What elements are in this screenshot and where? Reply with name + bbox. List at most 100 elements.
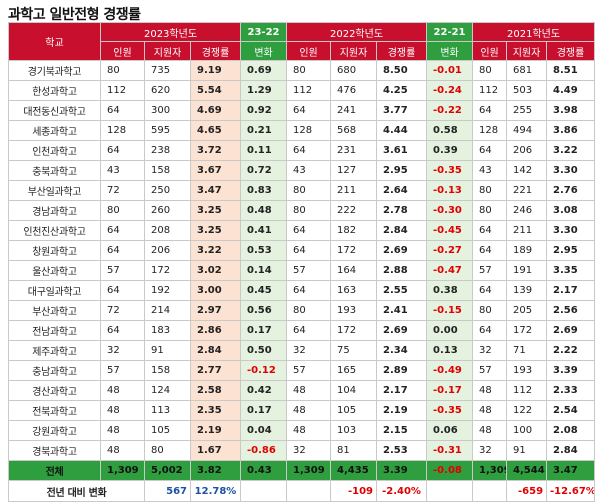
yoy-applicants-2023-cell: 567 — [144, 480, 191, 502]
applicants-2021-cell: 221 — [506, 180, 548, 201]
applicants-2021-cell: 193 — [506, 360, 548, 381]
empty-cell — [240, 480, 288, 502]
rate-2023-cell: 3.22 — [189, 240, 242, 261]
change-23-22-cell: 0.11 — [240, 140, 288, 161]
table-row: 대전동신과학고 64 300 4.69 0.92 64 241 3.77 -0.22 64 255 3… — [8, 100, 596, 121]
rate-2021-cell: 2.22 — [546, 340, 596, 361]
header-rate-2023: 경쟁률 — [189, 41, 242, 61]
rate-2021-cell: 3.30 — [546, 220, 596, 241]
quota-2022-cell: 80 — [286, 180, 332, 201]
change-22-21-cell: -0.15 — [426, 300, 474, 321]
applicants-2023-cell: 214 — [144, 300, 191, 321]
school-name-cell: 경기북과학고 — [8, 60, 101, 81]
applicants-2021-cell: 71 — [506, 340, 548, 361]
quota-2023-cell: 64 — [100, 220, 145, 241]
change-22-21-cell: -0.30 — [426, 200, 474, 221]
applicants-2021-cell: 503 — [506, 80, 548, 101]
school-name-cell: 한성과학고 — [8, 80, 101, 101]
total-quota-2022-cell: 1,309 — [286, 460, 332, 481]
school-name-cell: 창원과학고 — [8, 240, 101, 261]
table-row: 인천진산과학고 64 208 3.25 0.41 64 182 2.84 -0.45 64 211 3… — [8, 220, 596, 241]
applicants-2022-cell: 568 — [330, 120, 378, 141]
rate-2022-cell: 2.84 — [376, 220, 428, 241]
quota-2022-cell: 57 — [286, 260, 332, 281]
rate-2023-cell: 2.19 — [189, 420, 242, 441]
applicants-2023-cell: 80 — [144, 440, 191, 461]
applicants-2022-cell: 222 — [330, 200, 378, 221]
quota-2023-cell: 64 — [100, 280, 145, 301]
quota-2023-cell: 112 — [100, 80, 145, 101]
quota-2023-cell: 57 — [100, 360, 145, 381]
table-body: 경기북과학고 80 735 9.19 0.69 80 680 8.50 -0.01 80 681 8.… — [8, 60, 596, 502]
applicants-2023-cell: 105 — [144, 420, 191, 441]
change-22-21-cell: 0.00 — [426, 320, 474, 341]
school-name-cell: 강원과학고 — [8, 420, 101, 441]
table-row: 경북과학고 48 80 1.67 -0.86 32 81 2.53 -0.31 32 91 2.84 — [8, 440, 596, 461]
rate-2021-cell: 3.98 — [546, 100, 596, 121]
applicants-2021-cell: 681 — [506, 60, 548, 81]
rate-2022-cell: 4.44 — [376, 120, 428, 141]
table-row: 전북과학고 48 113 2.35 0.17 48 105 2.19 -0.35 48 122 2.5… — [8, 400, 596, 421]
table-row: 경산과학고 48 124 2.58 0.42 48 104 2.17 -0.17 48 112 2.3… — [8, 380, 596, 401]
header-2021: 2021학년도 — [472, 22, 596, 42]
rate-2023-cell: 3.72 — [189, 140, 242, 161]
change-22-21-cell: 0.58 — [426, 120, 474, 141]
header-applicants-2021: 지원자 — [506, 41, 548, 61]
applicants-2022-cell: 241 — [330, 100, 378, 121]
quota-2022-cell: 48 — [286, 400, 332, 421]
rate-2022-cell: 2.88 — [376, 260, 428, 281]
quota-2022-cell: 32 — [286, 440, 332, 461]
total-change-22-21-cell: -0.08 — [426, 460, 474, 481]
change-23-22-cell: 0.14 — [240, 260, 288, 281]
quota-2023-cell: 48 — [100, 420, 145, 441]
school-name-cell: 충북과학고 — [8, 160, 101, 181]
applicants-2022-cell: 211 — [330, 180, 378, 201]
change-22-21-cell: -0.45 — [426, 220, 474, 241]
header-school: 학교 — [8, 22, 101, 61]
quota-2023-cell: 80 — [100, 60, 145, 81]
rate-2023-cell: 3.25 — [189, 220, 242, 241]
table-row: 경남과학고 80 260 3.25 0.48 80 222 2.78 -0.30 80 246 3.0… — [8, 200, 596, 221]
quota-2021-cell: 80 — [472, 200, 508, 221]
change-23-22-cell: 0.21 — [240, 120, 288, 141]
rate-2022-cell: 3.77 — [376, 100, 428, 121]
header-applicants-2023: 지원자 — [144, 41, 191, 61]
quota-2021-cell: 64 — [472, 100, 508, 121]
rate-2022-cell: 2.95 — [376, 160, 428, 181]
quota-2023-cell: 72 — [100, 180, 145, 201]
rate-2021-cell: 2.76 — [546, 180, 596, 201]
yoy-change-row: 전년 대비 변화 567 12.78% -109 -2.40% -659 -12.67% — [8, 480, 596, 502]
applicants-2021-cell: 100 — [506, 420, 548, 441]
applicants-2022-cell: 193 — [330, 300, 378, 321]
change-22-21-cell: -0.01 — [426, 60, 474, 81]
applicants-2022-cell: 172 — [330, 320, 378, 341]
rate-2021-cell: 3.22 — [546, 140, 596, 161]
applicants-2021-cell: 139 — [506, 280, 548, 301]
rate-2023-cell: 3.02 — [189, 260, 242, 281]
quota-2022-cell: 57 — [286, 360, 332, 381]
table-row: 세종과학고 128 595 4.65 0.21 128 568 4.44 0.58 128 494 3… — [8, 120, 596, 141]
header-2022: 2022학년도 — [286, 22, 428, 42]
quota-2021-cell: 80 — [472, 180, 508, 201]
table-row: 강원과학고 48 105 2.19 0.04 48 103 2.15 0.06 48 100 2.08 — [8, 420, 596, 441]
applicants-2021-cell: 191 — [506, 260, 548, 281]
header-rate-2021: 경쟁률 — [546, 41, 596, 61]
school-name-cell: 부산과학고 — [8, 300, 101, 321]
quota-2023-cell: 80 — [100, 200, 145, 221]
change-22-21-cell: -0.24 — [426, 80, 474, 101]
applicants-2022-cell: 75 — [330, 340, 378, 361]
total-quota-2021-cell: 1,309 — [472, 460, 508, 481]
change-23-22-cell: 0.83 — [240, 180, 288, 201]
rate-2021-cell: 2.33 — [546, 380, 596, 401]
applicants-2023-cell: 124 — [144, 380, 191, 401]
school-name-cell: 전북과학고 — [8, 400, 101, 421]
rate-2021-cell: 3.39 — [546, 360, 596, 381]
rate-2021-cell: 2.54 — [546, 400, 596, 421]
change-23-22-cell: 0.56 — [240, 300, 288, 321]
applicants-2022-cell: 127 — [330, 160, 378, 181]
quota-2021-cell: 128 — [472, 120, 508, 141]
applicants-2022-cell: 231 — [330, 140, 378, 161]
applicants-2022-cell: 81 — [330, 440, 378, 461]
change-23-22-cell: 0.41 — [240, 220, 288, 241]
change-22-21-cell: -0.22 — [426, 100, 474, 121]
